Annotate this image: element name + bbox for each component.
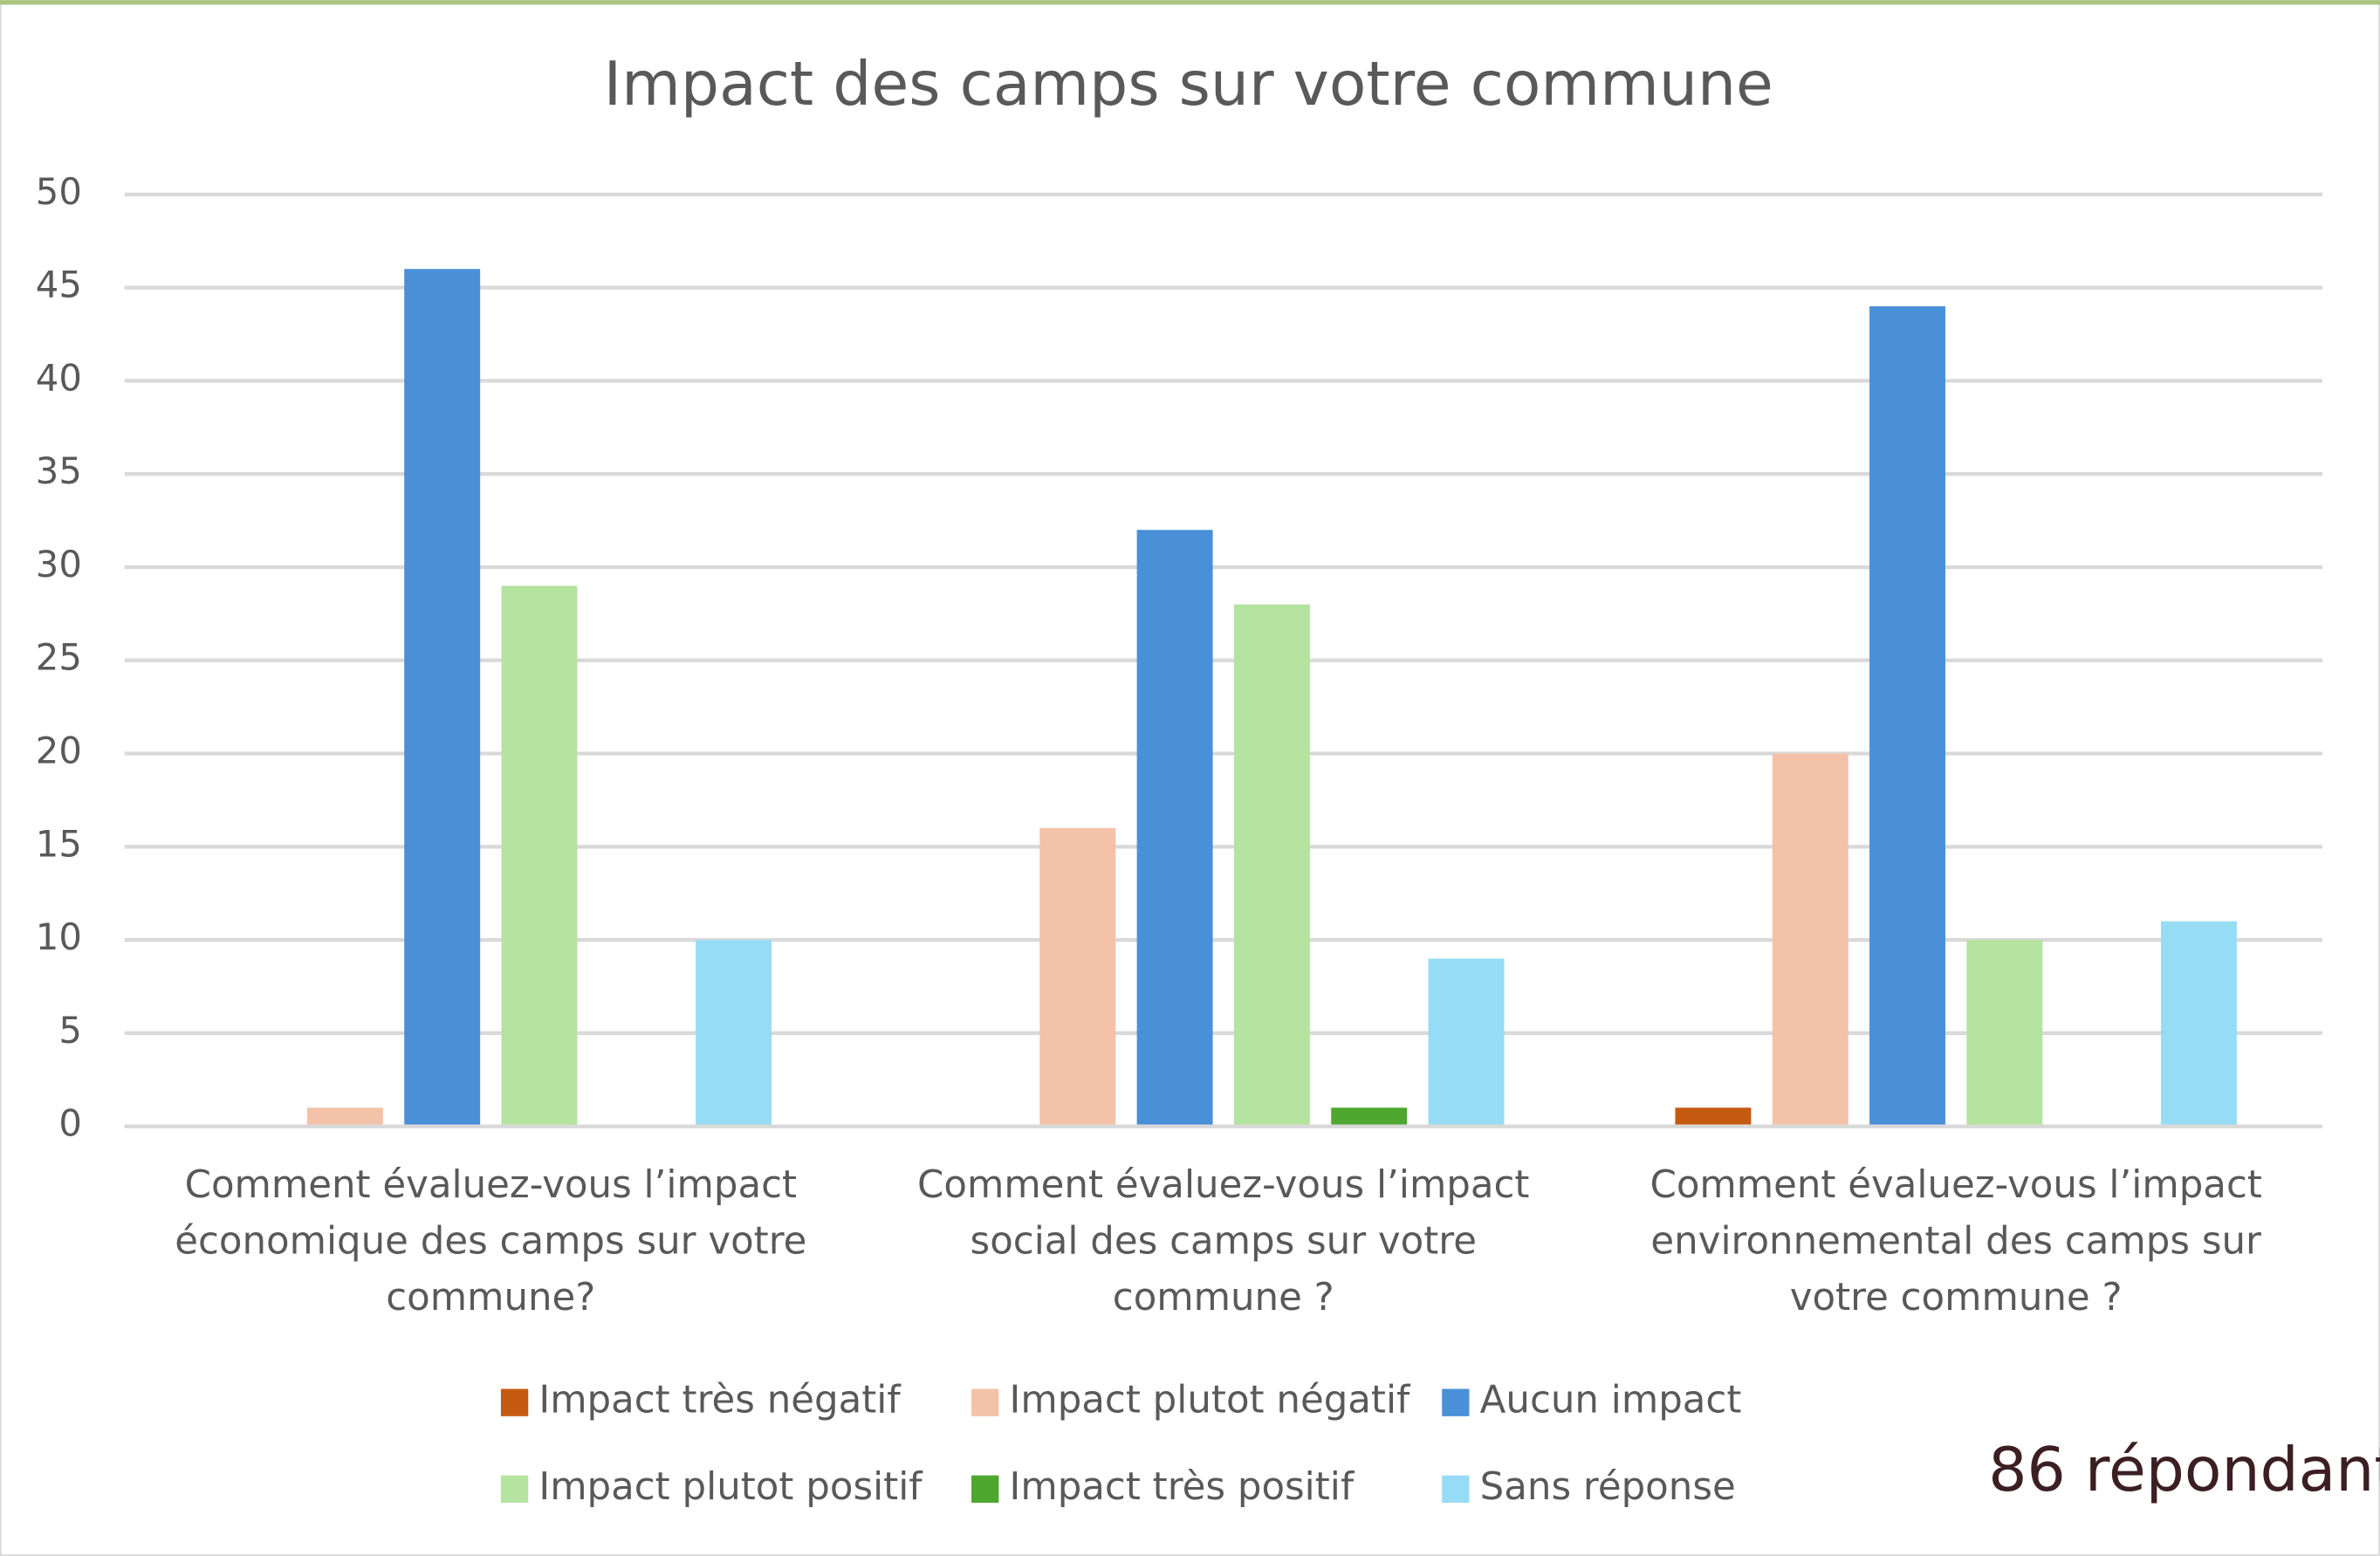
- chart-title: Impact des camps sur votre commune: [604, 49, 1773, 120]
- x-tick-label-line: commune ?: [1113, 1275, 1334, 1319]
- y-tick-label: 25: [36, 636, 82, 679]
- x-tick-label-line: Comment évaluez-vous l’impact: [1650, 1163, 2261, 1207]
- y-tick-label: 0: [58, 1102, 82, 1145]
- y-tick-label: 30: [36, 543, 82, 586]
- y-tick-label: 20: [36, 729, 82, 771]
- bar: [696, 940, 772, 1127]
- y-tick-label: 10: [36, 915, 82, 958]
- x-tick-label: Comment évaluez-vous l’impact économique …: [175, 1163, 806, 1320]
- top-border: [0, 0, 2380, 5]
- x-tick-label-line: économique des camps sur votre: [175, 1219, 806, 1263]
- bar: [404, 269, 481, 1127]
- legend-swatch: [500, 1388, 529, 1416]
- bar: [1675, 1107, 1752, 1127]
- legend-swatch: [1442, 1475, 1470, 1503]
- legend-label: Impact plutot négatif: [1010, 1379, 1412, 1422]
- bar: [1331, 1107, 1408, 1127]
- y-tick-label: 15: [36, 822, 82, 865]
- x-tick-label-line: Comment évaluez-vous l’impact: [917, 1163, 1529, 1207]
- annotation: 86 répondants: [1988, 1435, 2380, 1505]
- y-tick-label: 5: [58, 1009, 82, 1052]
- bar: [501, 586, 578, 1127]
- legend-label: Sans réponse: [1480, 1465, 1736, 1509]
- y-tick-label: 50: [36, 170, 82, 213]
- y-tick-label: 35: [36, 449, 82, 492]
- x-tick-label: Comment évaluez-vous l’impact environneme…: [1650, 1163, 2261, 1320]
- legend-label: Impact plutot positif: [538, 1465, 923, 1509]
- bar: [1772, 753, 1848, 1127]
- bar: [306, 1107, 383, 1127]
- bar: [1039, 827, 1116, 1127]
- legend-label: Impact très négatif: [538, 1379, 902, 1422]
- x-tick-label: Comment évaluez-vous l’impact social des …: [917, 1163, 1529, 1320]
- bar: [1966, 940, 2043, 1127]
- x-tick-label-line: commune?: [386, 1275, 595, 1319]
- bar: [1136, 530, 1213, 1127]
- bar: [1428, 958, 1505, 1127]
- bar: [2160, 921, 2237, 1127]
- legend-swatch: [971, 1388, 999, 1416]
- legend-swatch: [500, 1475, 529, 1503]
- bar: [1869, 305, 1946, 1127]
- x-tick-label-line: votre commune ?: [1790, 1275, 2123, 1319]
- legend-swatch: [971, 1475, 999, 1503]
- legend-label: Aucun impact: [1480, 1379, 1742, 1422]
- y-tick-label: 40: [36, 356, 82, 399]
- legend-swatch: [1442, 1388, 1470, 1416]
- bar: [1233, 604, 1310, 1127]
- x-tick-label-line: Comment évaluez-vous l’impact: [185, 1163, 797, 1207]
- legend-label: Impact très positif: [1010, 1465, 1355, 1509]
- y-tick-label: 45: [36, 264, 82, 306]
- x-tick-label-line: environnemental des camps sur: [1650, 1219, 2261, 1263]
- x-tick-label-line: social des camps sur votre: [971, 1219, 1477, 1263]
